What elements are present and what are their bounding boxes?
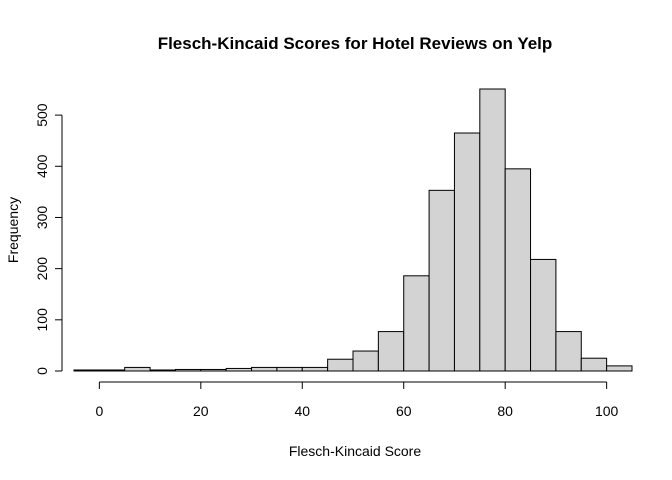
histogram-bar-13	[403, 275, 430, 372]
histogram-bar-15	[453, 132, 481, 372]
y-tick-label-2: 200	[34, 257, 50, 281]
histogram-bar-16	[479, 88, 506, 372]
chart-title: Flesch-Kincaid Scores for Hotel Reviews …	[158, 34, 553, 53]
histogram-bar-2	[124, 366, 151, 372]
histogram-bar-17	[504, 168, 532, 372]
histogram-bar-21	[606, 365, 633, 372]
histogram-bar-11	[352, 350, 379, 372]
y-tick-label-3: 300	[34, 206, 50, 230]
histogram-bar-18	[530, 258, 557, 372]
histogram-bar-8	[276, 366, 303, 372]
x-tick-label-0: 0	[95, 403, 103, 419]
x-axis: 0 20 40 60 80 100	[95, 381, 619, 419]
bars-layer	[73, 88, 633, 372]
x-tick-label-3: 60	[396, 403, 412, 419]
x-tick-label-4: 80	[497, 403, 513, 419]
y-tick-label-4: 400	[34, 154, 50, 178]
x-axis-label: Flesch-Kincaid Score	[289, 443, 421, 459]
histogram-bar-12	[377, 331, 405, 372]
histogram-bar-14	[428, 189, 455, 372]
histogram-bar-20	[580, 357, 608, 372]
x-tick-label-5: 100	[595, 403, 619, 419]
histogram-bar-9	[301, 366, 329, 372]
y-axis: 0 100 200 300 400 500	[34, 103, 63, 375]
y-axis-label: Frequency	[5, 197, 21, 263]
x-tick-label-2: 40	[294, 403, 310, 419]
histogram-bar-19	[555, 331, 582, 372]
y-tick-label-5: 500	[34, 103, 50, 127]
x-tick-label-1: 20	[193, 403, 209, 419]
y-tick-label-0: 0	[34, 367, 50, 375]
histogram-bar-10	[327, 358, 354, 372]
y-tick-label-1: 100	[34, 308, 50, 332]
histogram-bar-7	[251, 366, 278, 372]
